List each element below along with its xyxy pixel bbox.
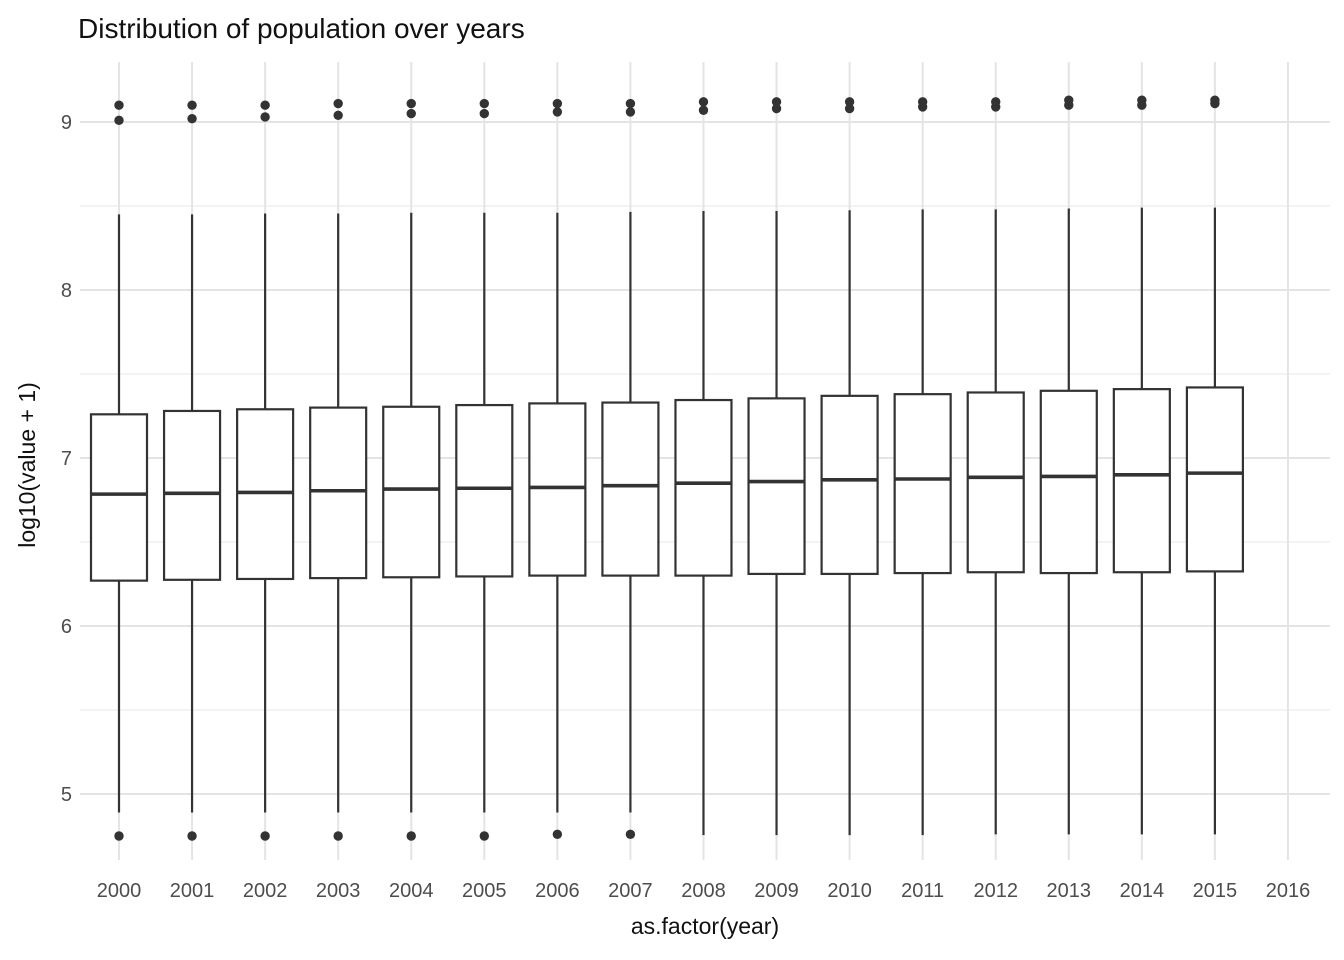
box-2004 (382, 98, 441, 841)
x-tick-label: 2007 (608, 880, 653, 902)
outlier-dot (333, 110, 343, 120)
box-2013 (1039, 95, 1098, 835)
y-tick-label: 7 (61, 448, 72, 470)
iqr-box (601, 401, 660, 577)
x-tick-label: 2000 (97, 880, 142, 902)
box-2011 (893, 97, 952, 836)
box-2001 (162, 100, 222, 841)
outlier-dot (625, 829, 636, 840)
outlier-dot (260, 112, 270, 122)
x-tick-label: 2009 (754, 880, 799, 902)
y-tick-label: 6 (61, 616, 72, 638)
outlier-dot (260, 100, 270, 110)
outlier-dot (771, 103, 782, 114)
x-tick-label: 2003 (316, 880, 361, 902)
outlier-dot (406, 98, 416, 109)
x-axis-title: as.factor(year) (630, 913, 780, 939)
outlier-dot (991, 97, 1001, 107)
outlier-dot (1137, 95, 1147, 105)
iqr-box (1112, 388, 1171, 574)
outlier-dot (1210, 95, 1220, 105)
x-tick-labels: 2000 2001 2002 2003 2004 2005 2006 2007 2008 2009… (97, 880, 1310, 902)
outlier-dot (187, 831, 197, 841)
outlier-dot (625, 98, 636, 109)
box-2003 (309, 98, 368, 841)
outlier-dot (114, 831, 124, 841)
outlier-dot (187, 113, 197, 124)
box-2014 (1112, 95, 1171, 835)
box-2008 (674, 97, 733, 836)
outlier-dot (187, 100, 197, 110)
x-tick-label: 2004 (389, 880, 434, 902)
outlier-dot (260, 831, 270, 841)
iqr-box (1039, 389, 1098, 575)
outlier-dot (479, 108, 489, 119)
outlier-dot (698, 105, 709, 115)
outlier-dot (479, 831, 489, 841)
outlier-dot (114, 115, 124, 126)
box-2002 (236, 100, 295, 841)
x-tick-label: 2001 (170, 880, 215, 902)
outlier-dot (844, 103, 855, 114)
chart-title: Distribution of population over years (78, 13, 525, 44)
outlier-dot (625, 107, 636, 117)
outlier-dot (1064, 95, 1074, 105)
box-2007 (601, 98, 660, 840)
outlier-dot (114, 100, 124, 110)
box-2015 (1185, 95, 1245, 835)
iqr-box (820, 394, 879, 576)
iqr-box (674, 398, 733, 577)
y-axis-title: log10(value + 1) (14, 382, 40, 548)
iqr-box (455, 403, 514, 578)
y-tick-label: 8 (61, 280, 72, 302)
iqr-box (747, 397, 806, 576)
iqr-box (309, 406, 368, 580)
box-2009 (747, 97, 806, 836)
x-tick-label: 2013 (1047, 880, 1092, 902)
outlier-dot (917, 97, 928, 107)
x-tick-label: 2010 (827, 880, 872, 902)
iqr-box (893, 393, 952, 575)
y-tick-label: 5 (61, 784, 72, 806)
box-2000 (89, 100, 149, 841)
outlier-dot (479, 98, 489, 109)
outlier-dot (333, 98, 343, 109)
outlier-dot (844, 97, 855, 107)
outlier-dot (552, 107, 563, 117)
outlier-dot (406, 108, 416, 119)
outlier-dot (552, 98, 563, 109)
y-tick-label: 9 (61, 112, 72, 134)
outlier-dot (406, 831, 416, 841)
iqr-box (1185, 386, 1245, 573)
iqr-box (382, 405, 441, 579)
x-tick-label: 2006 (535, 880, 580, 902)
outlier-dot (552, 829, 563, 840)
iqr-box (528, 402, 587, 577)
x-tick-label: 2008 (681, 880, 726, 902)
outlier-dot (333, 831, 343, 841)
outlier-dot (771, 97, 782, 107)
iqr-box (89, 413, 149, 582)
box-2005 (455, 98, 514, 841)
x-tick-label: 2014 (1120, 880, 1165, 902)
x-tick-label: 2002 (243, 880, 288, 902)
box-2010 (820, 97, 879, 836)
y-tick-labels: 5 6 7 8 9 (61, 112, 72, 806)
outlier-dot (698, 97, 709, 107)
iqr-box (966, 391, 1025, 574)
box-2006 (528, 98, 587, 840)
x-tick-label: 2011 (901, 880, 944, 902)
x-tick-label: 2015 (1193, 880, 1238, 902)
x-tick-label: 2016 (1266, 880, 1311, 902)
x-tick-label: 2012 (973, 880, 1018, 902)
x-tick-label: 2005 (462, 880, 507, 902)
iqr-box (162, 409, 222, 581)
box-2012 (966, 97, 1025, 835)
